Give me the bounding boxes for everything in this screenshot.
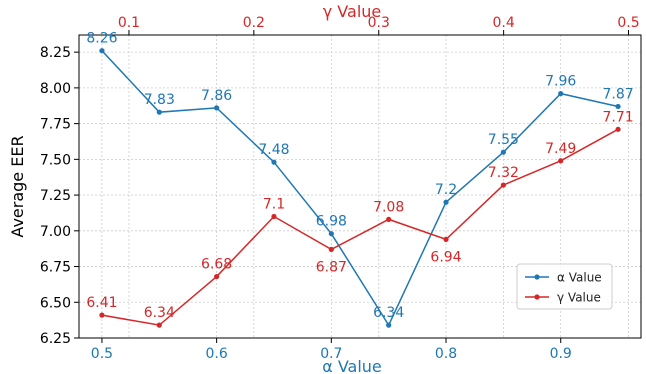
y-axis: 6.25 6.50 6.75 7.00 7.25 7.50 7.75 8.00 8.25 <box>40 45 79 347</box>
data-point <box>271 213 277 220</box>
data-label: 6.34 <box>144 305 175 321</box>
top-x-axis: 0.1 0.2 0.3 0.4 0.5 <box>118 15 640 35</box>
data-label: 7.08 <box>373 199 404 215</box>
y-axis-title: Average EER <box>8 135 27 237</box>
data-label: 6.34 <box>373 305 404 321</box>
series-lines <box>99 48 621 328</box>
data-label: 7.48 <box>258 142 289 158</box>
data-point <box>99 48 105 54</box>
data-point <box>500 149 506 155</box>
data-label: 7.1 <box>263 197 285 213</box>
bottom-tick-label: 0.9 <box>550 346 572 362</box>
data-point <box>214 105 220 111</box>
data-point <box>615 126 621 132</box>
y-tick-label: 6.25 <box>40 331 71 347</box>
bottom-tick-label: 0.6 <box>205 346 227 362</box>
series-line-gamma <box>101 128 619 326</box>
y-tick-label: 6.50 <box>40 295 71 311</box>
data-point <box>500 182 506 188</box>
data-point <box>386 322 392 328</box>
data-point <box>214 273 220 280</box>
data-label: 6.94 <box>430 249 461 265</box>
data-point <box>328 231 334 237</box>
data-point <box>156 322 162 328</box>
data-label: 7.71 <box>602 109 633 125</box>
data-label: 7.2 <box>435 182 457 198</box>
y-tick-label: 8.00 <box>40 81 71 97</box>
data-label: 6.87 <box>316 259 347 275</box>
data-label: 7.49 <box>545 141 576 157</box>
top-tick-label: 0.5 <box>617 15 639 31</box>
y-tick-label: 7.00 <box>40 224 71 240</box>
bottom-axis-title: α Value <box>322 357 382 374</box>
legend: α Value γ Value <box>516 263 613 310</box>
data-label: 7.86 <box>201 88 232 104</box>
y-tick-label: 7.50 <box>40 152 71 168</box>
bottom-x-axis: 0.5 0.6 0.7 0.8 0.9 <box>91 338 572 362</box>
legend-alpha-label: α Value <box>557 271 602 285</box>
data-point <box>156 109 162 115</box>
data-label: 7.55 <box>488 132 519 148</box>
bottom-tick-label: 0.8 <box>435 346 457 362</box>
data-point <box>386 216 392 222</box>
data-labels: 8.26 7.83 7.86 7.48 6.98 6.34 7.2 7.55 7.96 7.87 6… <box>86 31 633 321</box>
data-point <box>271 159 277 165</box>
data-label: 6.68 <box>201 257 232 273</box>
data-point <box>615 103 621 110</box>
top-tick-label: 0.4 <box>492 15 514 31</box>
y-tick-label: 7.25 <box>40 188 71 204</box>
legend-gamma-marker <box>534 294 540 300</box>
top-tick-label: 0.3 <box>368 15 390 31</box>
data-label: 7.87 <box>602 86 633 102</box>
series-line-alpha <box>101 50 619 327</box>
data-point <box>558 90 564 97</box>
data-point <box>99 312 105 318</box>
bottom-tick-label: 0.5 <box>91 346 113 362</box>
y-tick-label: 7.75 <box>40 117 71 133</box>
top-tick-label: 0.1 <box>118 15 140 31</box>
top-tick-label: 0.2 <box>243 15 265 31</box>
top-axis-title: γ Value <box>323 2 382 21</box>
data-point <box>443 199 449 205</box>
legend-alpha-marker <box>534 274 540 280</box>
data-point <box>328 246 334 252</box>
data-point <box>558 158 564 164</box>
data-label: 7.96 <box>545 74 576 90</box>
grid-lines <box>79 35 641 339</box>
y-tick-label: 6.75 <box>40 260 71 276</box>
data-label: 6.98 <box>316 214 347 230</box>
data-point <box>443 236 449 242</box>
y-tick-label: 8.25 <box>40 45 71 61</box>
data-label: 7.83 <box>144 92 175 108</box>
legend-gamma-label: γ Value <box>557 291 601 305</box>
data-label: 8.26 <box>86 31 117 47</box>
data-label: 6.41 <box>86 295 117 311</box>
data-label: 7.32 <box>488 165 519 181</box>
plot-frame <box>78 34 642 339</box>
bottom-tick-label: 0.7 <box>320 346 342 362</box>
